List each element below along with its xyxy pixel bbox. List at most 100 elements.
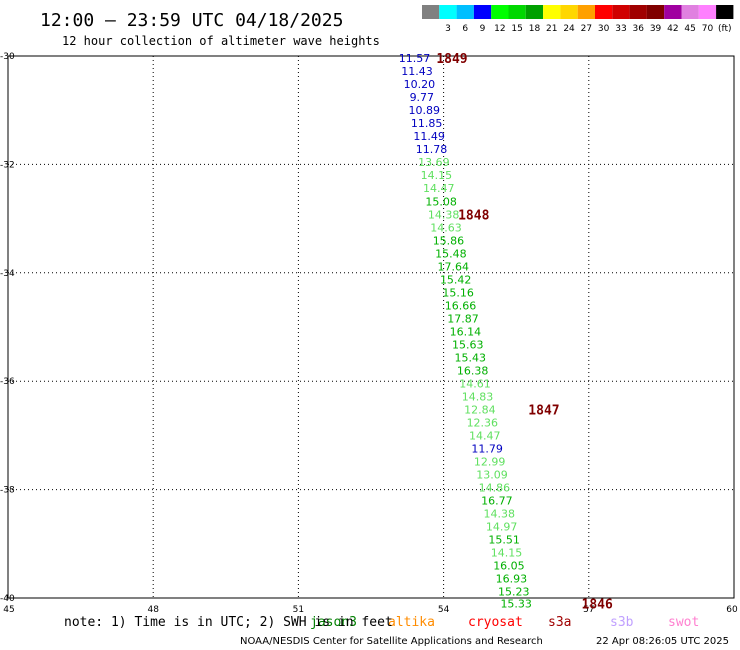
wave-height-label: 16.77 <box>481 494 513 507</box>
pass-annotations: 1849 1848 1847 1846 <box>436 52 613 612</box>
wave-height-label: 14.63 <box>430 221 462 234</box>
color-scale-label: 30 <box>598 24 610 34</box>
plot-frame <box>7 55 735 599</box>
timestamp-text: 22 Apr 08:26:05 UTC 2025 <box>596 636 729 647</box>
color-scale-label: 12 <box>494 24 505 34</box>
wave-height-label: 16.05 <box>493 559 525 572</box>
color-scale-swatch <box>664 5 682 19</box>
color-scale-label: 27 <box>581 24 592 34</box>
wave-height-label: 14.47 <box>469 429 501 442</box>
color-scale-label: 21 <box>546 24 557 34</box>
wave-height-label: 14.61 <box>459 377 491 390</box>
satellite-legend: jason3 altika cryosat s3a s3b swot <box>310 615 699 630</box>
wave-height-label: 15.23 <box>498 585 530 598</box>
wave-height-label: 15.16 <box>442 286 474 299</box>
pass-number-label: 1849 <box>436 52 467 67</box>
color-scale-swatch <box>681 5 699 19</box>
chart-subtitle: 12 hour collection of altimeter wave hei… <box>62 34 380 48</box>
credit-text: NOAA/NESDIS Center for Satellite Applica… <box>240 636 543 647</box>
color-scale-swatch <box>508 5 526 19</box>
x-tick-label: 60 <box>726 605 738 615</box>
pass-number-label: 1846 <box>582 597 613 612</box>
color-scale-swatch <box>629 5 647 19</box>
wave-height-label: 15.42 <box>440 273 472 286</box>
wave-height-label: 14.38 <box>484 507 516 520</box>
color-scale-label: 9 <box>480 24 486 34</box>
x-tick-label: 45 <box>3 605 14 615</box>
wave-height-label: 10.89 <box>408 104 440 117</box>
satellite-legend-item: s3a <box>548 615 571 630</box>
satellite-legend-item: jason3 <box>310 615 357 630</box>
color-scale-swatch <box>560 5 578 19</box>
color-scale-swatch <box>525 5 544 19</box>
color-scale-label: 39 <box>650 24 662 34</box>
color-scale-label: 33 <box>615 24 626 34</box>
data-labels: 11.5711.4310.209.7710.8911.8511.4911.781… <box>399 52 532 610</box>
satellite-legend-item: s3b <box>610 615 634 630</box>
y-tick-labels: -30 -32 -34 -36 -38 -40 <box>0 52 15 604</box>
wave-height-label: 15.43 <box>454 351 486 364</box>
wave-height-label: 13.69 <box>418 156 450 169</box>
wave-height-label: 9.77 <box>410 91 435 104</box>
color-scale-legend: 3 6 9 12 15 18 21 24 27 30 33 36 39 42 45 70 (ft) <box>422 5 734 34</box>
color-scale-swatch <box>646 5 665 19</box>
color-scale-label: 15 <box>511 24 522 34</box>
wave-height-label: 15.33 <box>500 597 532 610</box>
x-tick-label: 57 <box>583 605 594 615</box>
x-tick-label: 51 <box>293 605 304 615</box>
color-scale-label: 24 <box>563 24 575 34</box>
wave-height-label: 11.49 <box>413 130 445 143</box>
color-scale-swatch <box>698 5 717 19</box>
color-scale-label: 3 <box>445 24 451 34</box>
wave-height-label: 16.66 <box>445 299 477 312</box>
wave-height-label: 12.36 <box>467 416 499 429</box>
wave-height-label: 17.87 <box>447 312 479 325</box>
color-scale-swatch <box>439 5 457 19</box>
y-tick-label: -40 <box>0 594 15 604</box>
color-scale-swatch <box>543 5 561 19</box>
wave-height-label: 15.48 <box>435 247 467 260</box>
wave-height-label: 14.86 <box>479 481 511 494</box>
wave-height-label: 14.47 <box>423 182 455 195</box>
satellite-legend-item: cryosat <box>468 615 523 630</box>
wave-height-label: 14.83 <box>462 390 494 403</box>
wave-height-label: 15.08 <box>425 195 457 208</box>
color-scale-label: 42 <box>667 24 678 34</box>
x-tick-labels: 45 48 51 54 57 60 <box>3 605 738 615</box>
color-scale-swatch <box>595 5 613 19</box>
color-scale-swatch <box>473 5 492 19</box>
y-tick-label: -36 <box>0 377 15 387</box>
chart-title: 12:00 – 23:59 UTC 04/18/2025 <box>40 10 343 31</box>
color-scale-swatch <box>456 5 474 19</box>
note-text: note: 1) Time is in UTC; 2) SWH is in fe… <box>64 615 393 630</box>
wave-height-label: 12.84 <box>464 403 496 416</box>
wave-height-label: 16.14 <box>450 325 482 338</box>
wave-height-label: 11.85 <box>411 117 443 130</box>
wave-height-label: 11.57 <box>399 52 431 65</box>
color-scale-swatch <box>577 5 595 19</box>
color-scale-swatch <box>491 5 509 19</box>
wave-height-label: 10.20 <box>404 78 436 91</box>
wave-height-label: 15.51 <box>488 533 520 546</box>
wave-height-label: 17.64 <box>438 260 470 273</box>
color-scale-swatch <box>716 5 734 19</box>
pass-number-label: 1847 <box>528 403 559 418</box>
wave-height-label: 15.63 <box>452 338 484 351</box>
color-scale-label: 36 <box>633 24 645 34</box>
x-tick-label: 54 <box>438 605 450 615</box>
color-scale-swatch <box>422 5 440 19</box>
wave-height-label: 14.15 <box>491 546 523 559</box>
wave-height-label: 13.09 <box>476 468 508 481</box>
wave-height-label: 14.97 <box>486 520 518 533</box>
wave-height-label: 14.15 <box>421 169 453 182</box>
y-tick-label: -38 <box>0 486 15 496</box>
color-scale-label: 18 <box>529 24 541 34</box>
wave-height-label: 11.78 <box>416 143 448 156</box>
wave-height-label: 11.79 <box>471 442 503 455</box>
color-scale-label: 70 <box>702 24 714 34</box>
wave-height-label: 15.86 <box>433 234 465 247</box>
color-scale-label: 45 <box>684 24 695 34</box>
color-scale-swatch <box>612 5 630 19</box>
x-tick-label: 48 <box>147 605 159 615</box>
